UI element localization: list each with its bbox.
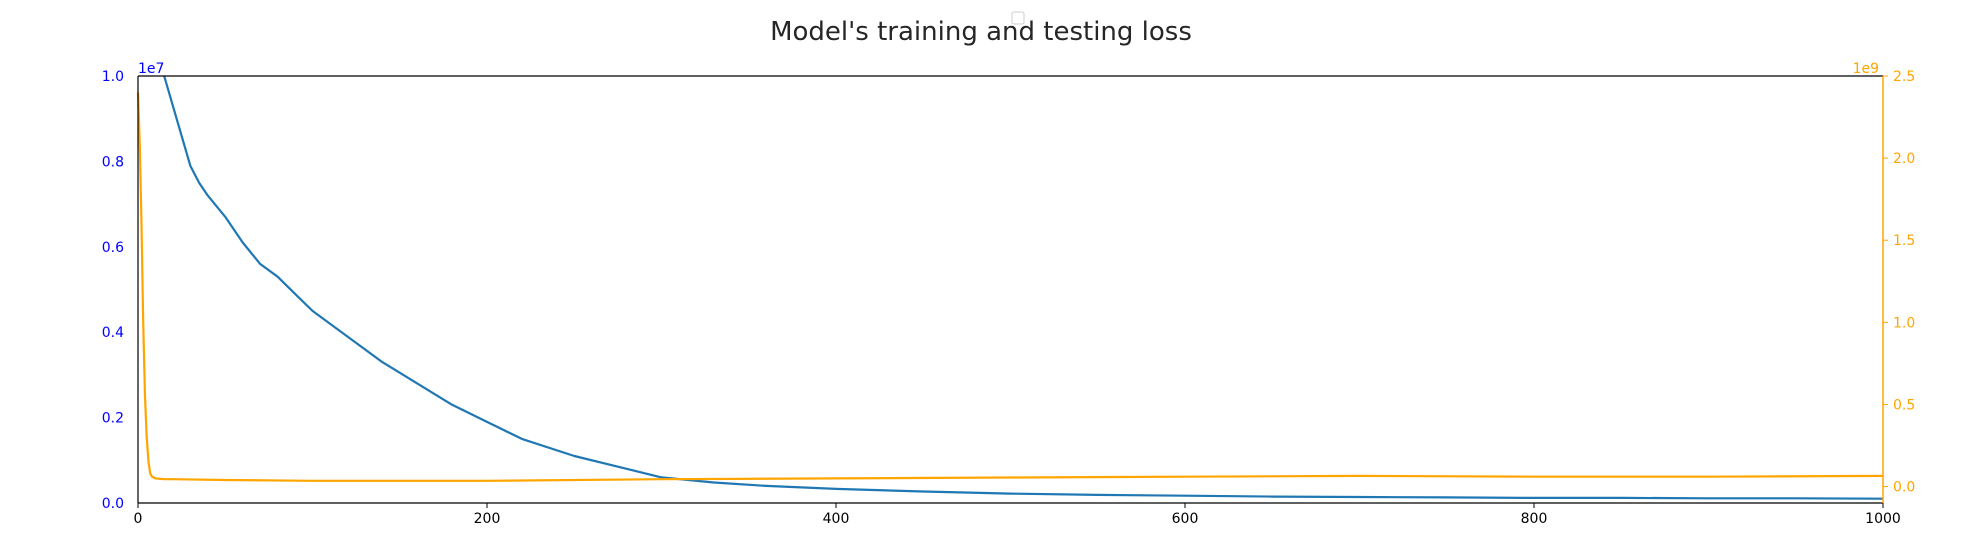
right-tick-label: 1.5	[1893, 233, 1915, 249]
left-tick-label: 1.0	[102, 69, 124, 85]
x-tick-label: 800	[1521, 511, 1548, 527]
chart-title: Model's training and testing loss	[770, 17, 1192, 47]
left-tick-label: 0.8	[102, 154, 124, 170]
empty-legend-box	[1011, 11, 1025, 25]
x-tick-label: 200	[474, 511, 501, 527]
plot-area: 0 200 400 600 800 1000 0.0 0.2 0.4 0.6 0.8 1.0 1e7 0.…	[102, 61, 1916, 527]
series-line-left	[163, 75, 1884, 500]
left-tick-label: 0.0	[102, 496, 124, 512]
right-tick-label: 0.0	[1893, 480, 1915, 496]
left-tick-label: 0.4	[102, 325, 124, 341]
left-tick-label: 0.6	[102, 240, 124, 256]
x-tick-label: 600	[1172, 511, 1199, 527]
x-tick-label: 1000	[1865, 511, 1901, 527]
x-tick-label: 400	[823, 511, 850, 527]
right-tick-label: 1.0	[1893, 315, 1915, 331]
left-tick-label: 0.2	[102, 411, 124, 427]
left-scale-label: 1e7	[138, 61, 164, 77]
x-tick-label: 0	[134, 511, 143, 527]
right-tick-label: 2.0	[1893, 151, 1915, 167]
right-tick-label: 0.5	[1893, 397, 1915, 413]
right-scale-label: 1e9	[1853, 61, 1879, 77]
series-line-right	[136, 92, 1884, 482]
right-tick-label: 2.5	[1893, 69, 1915, 85]
